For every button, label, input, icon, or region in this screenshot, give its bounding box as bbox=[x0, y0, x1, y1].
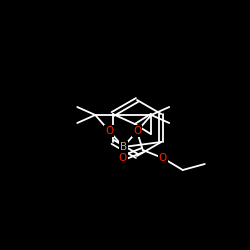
Text: O: O bbox=[105, 126, 113, 136]
Text: B: B bbox=[120, 142, 127, 152]
Text: O: O bbox=[119, 153, 127, 163]
Text: O: O bbox=[159, 153, 167, 163]
Text: O: O bbox=[133, 126, 141, 136]
